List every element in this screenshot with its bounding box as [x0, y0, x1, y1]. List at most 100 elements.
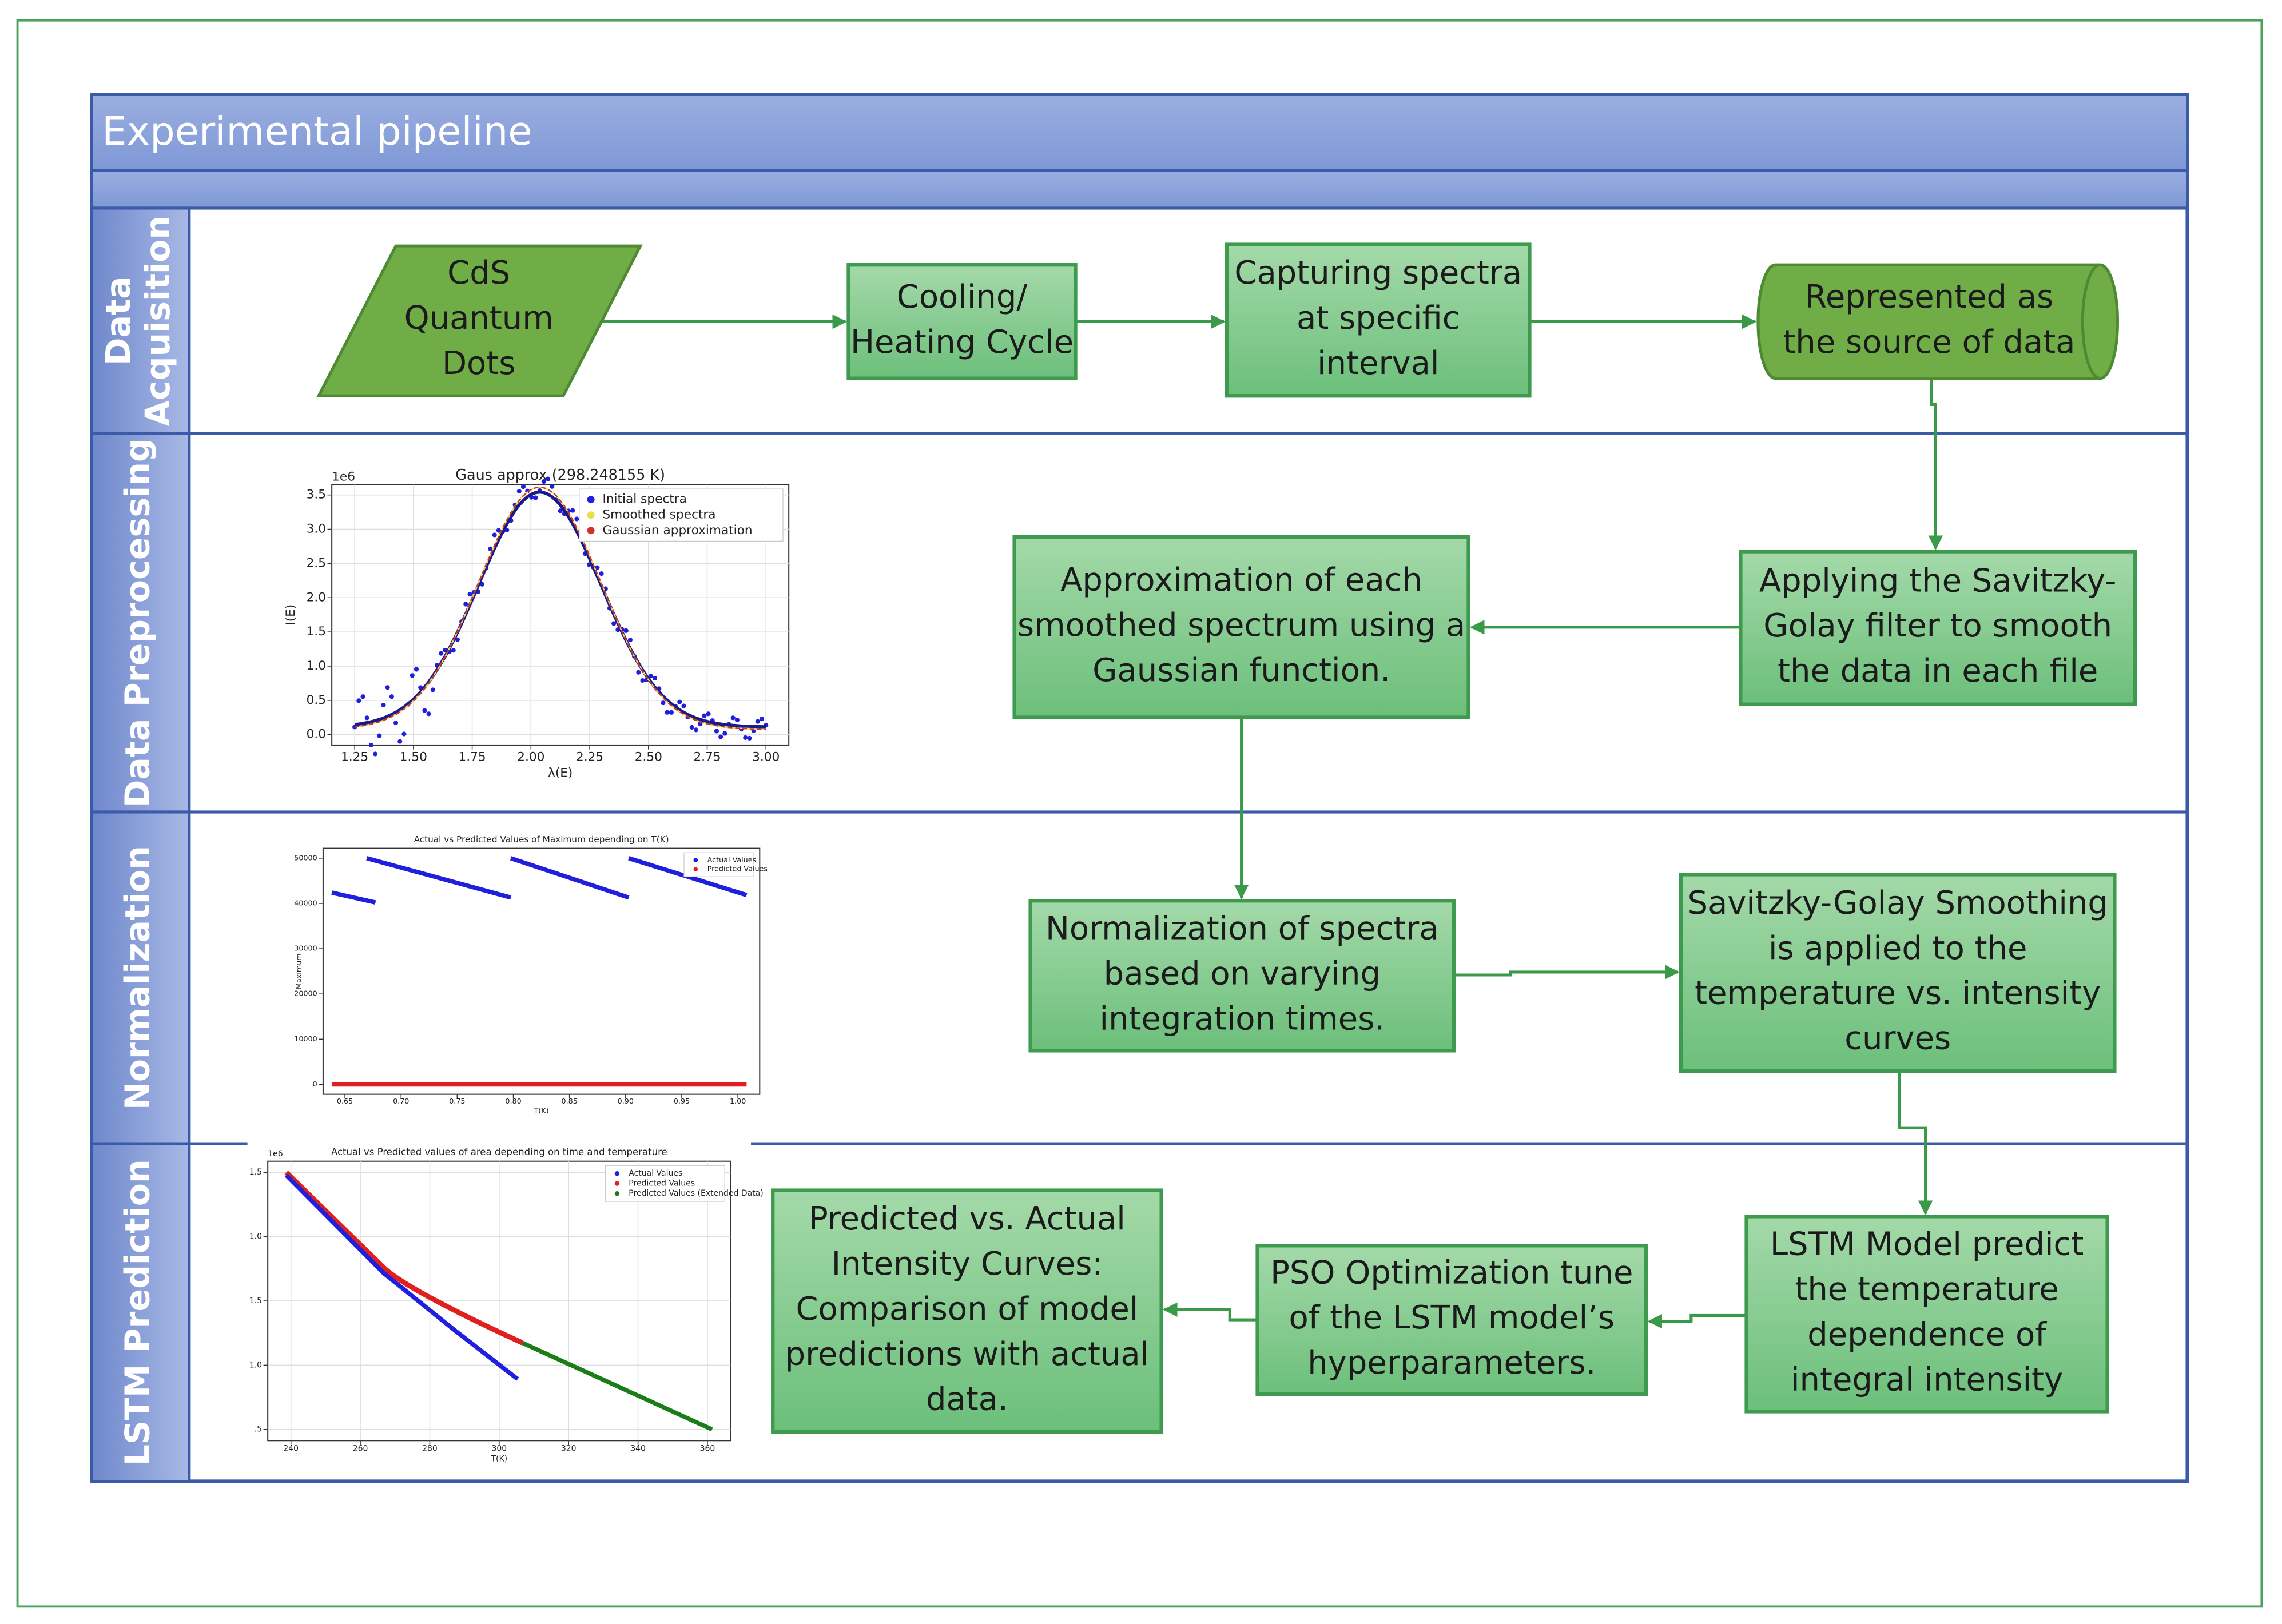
x-tick-label: 360	[700, 1444, 715, 1453]
node-label: Golay filter to smooth	[1763, 607, 2112, 644]
x-tick-label: 2.00	[517, 750, 544, 765]
y-tick-label: 50000	[294, 853, 317, 862]
y-tick-label: 30000	[294, 944, 317, 953]
legend-label: Predicted Values	[629, 1179, 695, 1188]
y-tick-label: 2.0	[307, 590, 326, 604]
node-label: Cooling/	[897, 278, 1028, 316]
legend-label: Actual Values	[707, 855, 756, 864]
y-tick-label: 3.0	[307, 522, 326, 536]
scatter-dot	[595, 565, 600, 570]
scatter-dot	[747, 735, 752, 741]
lane-label: Normalization	[118, 846, 157, 1110]
x-tick-label: 0.80	[505, 1097, 521, 1105]
scatter-dot	[653, 675, 658, 681]
process-node	[1225, 242, 1532, 398]
legend-box	[579, 488, 784, 542]
scatter-dot	[356, 698, 361, 703]
y-tick-label: 1.5	[249, 1168, 262, 1177]
node-label: Intensity Curves:	[832, 1245, 1103, 1283]
process-node	[771, 1188, 1163, 1434]
scatter-dot	[636, 670, 641, 675]
plot-title: Actual vs Predicted Values of Maximum de…	[414, 834, 669, 845]
y-tick-label: 1.0	[249, 1232, 262, 1241]
legend-marker	[587, 527, 595, 535]
node-label: Capturing spectra	[1234, 254, 1522, 292]
process-node	[1255, 1244, 1648, 1396]
scatter-dot	[611, 621, 617, 626]
lane-header	[90, 206, 191, 435]
arrow	[1898, 1070, 1933, 1215]
lanes: DataAcquisition Data Preprocessing Normali…	[90, 206, 2189, 1483]
x-tick-label: 0.90	[618, 1097, 634, 1105]
scatter-dot	[377, 733, 382, 738]
scatter-dot	[520, 484, 526, 489]
process-node	[1744, 1215, 2109, 1414]
y-tick-label: 0.0	[307, 727, 326, 742]
node-label: LSTM Model predict	[1770, 1226, 2084, 1263]
x-tick-label: 280	[422, 1444, 438, 1453]
scatter-dot	[550, 484, 555, 489]
node-label: temperature vs. intensity	[1695, 975, 2101, 1012]
scatter-dot	[496, 528, 501, 533]
scatter-dot	[546, 476, 551, 481]
scatter-dot	[430, 687, 435, 692]
plot-offset: 1e6	[268, 1149, 283, 1159]
node-label: Predicted vs. Actual	[809, 1200, 1126, 1237]
scatter-dot	[426, 711, 431, 717]
scatter-dot	[734, 718, 740, 723]
scatter-dot	[455, 637, 460, 642]
lane-label: DataAcquisition	[99, 216, 177, 426]
legend-marker	[587, 511, 595, 519]
node-label: data.	[926, 1381, 1008, 1418]
arrow	[1928, 378, 1943, 550]
pool-header	[90, 93, 2189, 172]
y-tick-label: 0	[313, 1080, 317, 1088]
data-store-edge	[2081, 263, 2101, 380]
scatter-dot	[677, 699, 682, 704]
curve	[366, 856, 512, 900]
node-label: Heating Cycle	[850, 324, 1074, 361]
x-tick-label: 0.85	[562, 1097, 578, 1105]
x-tick-label: 3.00	[752, 750, 780, 765]
node-label: curves	[1844, 1020, 1951, 1057]
process-node	[1028, 899, 1456, 1053]
legend-marker	[693, 858, 698, 863]
input-node	[316, 244, 643, 397]
scatter-dot	[706, 711, 711, 717]
node-label: Savitzky-Golay Smoothing	[1687, 885, 2108, 922]
legend-box	[683, 852, 754, 877]
node-label: Dots	[442, 345, 515, 382]
node-label: based on varying	[1104, 955, 1381, 992]
scatter-dot	[516, 489, 522, 494]
scatter-dot	[574, 516, 579, 522]
scatter-dot	[570, 508, 575, 513]
plot-title: Actual vs Predicted values of area depen…	[331, 1147, 667, 1157]
y-tick-label: 1.5	[249, 1296, 262, 1305]
scatter-dot	[479, 582, 485, 587]
node-label: is applied to the	[1768, 930, 2027, 967]
legend-marker	[614, 1181, 620, 1186]
scatter-dot	[463, 602, 468, 607]
legend-label: Gaussian approximation	[602, 523, 752, 538]
legend-label: Predicted Values (Extended Data)	[629, 1189, 763, 1198]
arrow	[1647, 1313, 1747, 1329]
scatter-dot	[661, 700, 666, 706]
scatter-dot	[718, 734, 723, 739]
scatter-dot	[702, 713, 707, 718]
process-node	[1012, 535, 1470, 719]
x-axis-label: λ(E)	[548, 766, 573, 781]
pool-title: Experimental pipeline	[102, 109, 532, 154]
y-tick-label: 3.5	[307, 488, 326, 502]
scatter-dot	[373, 751, 378, 757]
curve	[510, 856, 630, 900]
legend-marker	[614, 1191, 620, 1196]
scatter-dot	[492, 532, 497, 538]
scatter-dot	[414, 667, 419, 672]
x-tick-label: 0.95	[674, 1097, 690, 1105]
node-label: Normalization of spectra	[1045, 910, 1439, 948]
lane-label: LSTM Prediction	[118, 1159, 157, 1466]
lane-header	[90, 1142, 191, 1483]
node-label: the temperature	[1795, 1271, 2058, 1308]
arrow	[1454, 965, 1680, 980]
node-label: the data in each file	[1778, 652, 2098, 690]
